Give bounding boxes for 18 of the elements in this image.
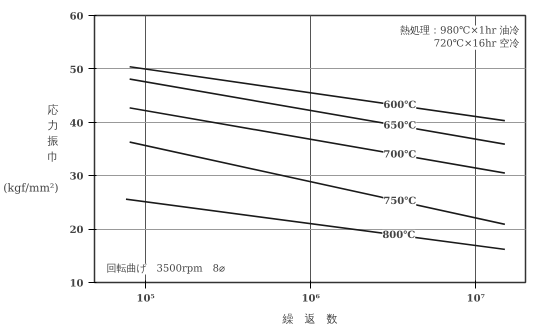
- series-label: 700℃: [383, 149, 416, 160]
- x-tick-label: 10⁶: [302, 294, 320, 304]
- series-label: 650℃: [383, 120, 416, 132]
- text: 応力振巾 (kgf/mm²): [3, 104, 59, 194]
- y-tick-label: 20: [70, 225, 84, 236]
- annotation: 回転曲げ 3500rpm 8⌀: [106, 262, 225, 274]
- y-tick-label: 10: [70, 278, 84, 290]
- y-tick-label: 60: [70, 12, 84, 22]
- y-tick-label: 50: [70, 64, 84, 76]
- series-label: 600℃: [383, 100, 416, 112]
- y-tick-label: 40: [70, 118, 84, 130]
- series-label: 750℃: [383, 196, 416, 207]
- series-label: 800℃: [382, 230, 416, 241]
- y-tick-label: 30: [70, 172, 84, 183]
- x-axis-title: 繰 返 数: [282, 312, 338, 326]
- x-tick-label: 10⁵: [136, 294, 155, 304]
- annotation: 熱処理：980℃×1hr 油冷 720℃×16hr 空冷: [400, 24, 520, 50]
- x-tick-label: 10⁷: [466, 294, 485, 304]
